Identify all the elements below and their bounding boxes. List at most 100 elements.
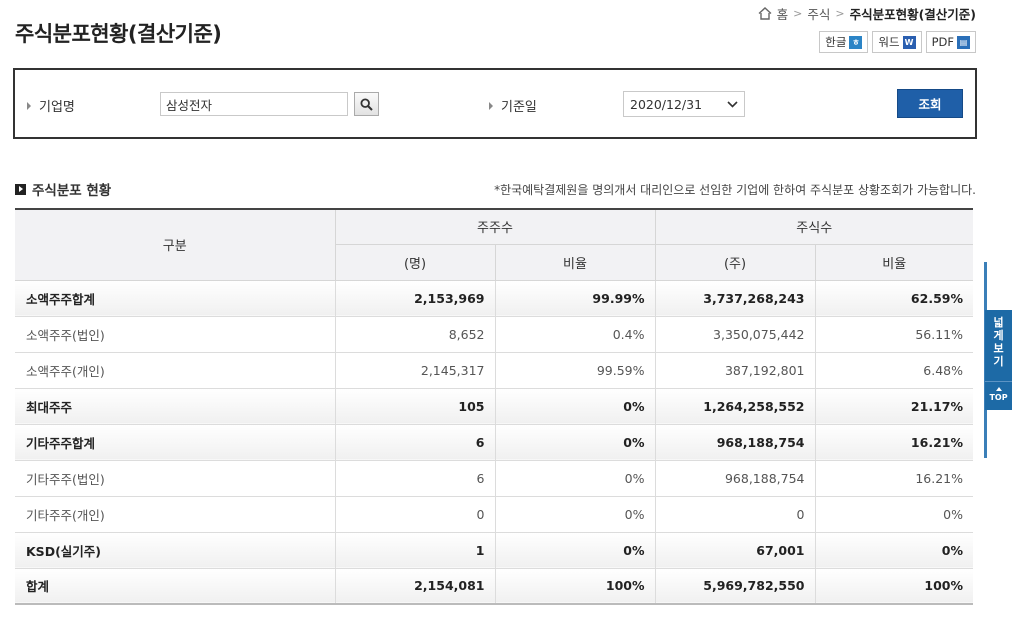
header-shares: 주식수	[654, 208, 973, 245]
breadcrumb-separator-icon: >	[835, 7, 845, 20]
section-title-text: 주식분포 현황	[32, 183, 112, 199]
export-hwp-button[interactable]: 한글 ㅎ	[819, 31, 869, 53]
table-subheader-row: (명) 비율 (주) 비율	[15, 244, 973, 281]
date-label: 기준일	[501, 100, 537, 115]
date-label-group: 기준일	[489, 96, 537, 115]
row-shares: 3,350,075,442	[655, 316, 816, 353]
table-row: 소액주주(개인) 2,145,317 99.59% 387,192,801 6.…	[15, 352, 973, 389]
row-shares-ratio: 6.48%	[815, 352, 973, 389]
row-label: 소액주주(개인)	[15, 352, 336, 389]
export-pdf-label: PDF	[931, 35, 954, 49]
export-pdf-button[interactable]: PDF ▤	[925, 31, 976, 53]
row-shares: 3,737,268,243	[655, 280, 816, 317]
row-holders: 2,153,969	[335, 280, 496, 317]
table-row: 기타주주(법인) 6 0% 968,188,754 16.21%	[15, 460, 973, 497]
row-shares: 0	[655, 496, 816, 533]
scroll-top-label: TOP	[989, 393, 1008, 402]
export-word-button[interactable]: 워드 W	[872, 31, 922, 53]
chevron-down-icon	[727, 100, 738, 108]
row-shares: 387,192,801	[655, 352, 816, 389]
page-title: 주식분포현황(결산기준)	[15, 22, 222, 46]
table-row: 소액주주(법인) 8,652 0.4% 3,350,075,442 56.11%	[15, 316, 973, 353]
header-shares-unit: (주)	[654, 244, 816, 281]
row-holders: 6	[335, 424, 496, 461]
date-select-value: 2020/12/31	[630, 96, 703, 112]
table-row: 소액주주합계 2,153,969 99.99% 3,737,268,243 62…	[15, 280, 973, 317]
row-label: 소액주주(법인)	[15, 316, 336, 353]
row-holders: 1	[335, 532, 496, 569]
row-holders-ratio: 0%	[495, 388, 656, 425]
breadcrumb: 홈 > 주식 > 주식분포현황(결산기준)	[758, 4, 976, 23]
notice-text: *한국예탁결제원을 명의개서 대리인으로 선임한 기업에 한하여 주식분포 상황…	[494, 183, 976, 197]
row-holders-ratio: 0%	[495, 496, 656, 533]
row-shares-ratio: 62.59%	[815, 280, 973, 317]
row-holders-ratio: 0%	[495, 460, 656, 497]
row-holders-ratio: 0%	[495, 532, 656, 569]
query-button[interactable]: 조회	[897, 89, 963, 118]
row-label: 기타주주합계	[15, 424, 336, 461]
company-search-button[interactable]	[354, 92, 379, 116]
row-shares: 5,969,782,550	[655, 568, 816, 605]
row-shares-ratio: 21.17%	[815, 388, 973, 425]
header-holders-unit: (명)	[335, 244, 496, 281]
row-shares-ratio: 56.11%	[815, 316, 973, 353]
export-toolbar: 한글 ㅎ 워드 W PDF ▤	[819, 31, 976, 53]
distribution-table: 구분 주주수 주식수 (명) 비율 (주) 비율 소액주주합계 2,153,96…	[15, 208, 973, 605]
hwp-file-icon: ㅎ	[849, 35, 863, 49]
export-hwp-label: 한글	[825, 35, 847, 49]
header-holders: 주주수	[334, 208, 656, 245]
company-label: 기업명	[39, 100, 75, 115]
table-row-total: 합계 2,154,081 100% 5,969,782,550 100%	[15, 568, 973, 605]
table-row: 기타주주(개인) 0 0% 0 0%	[15, 496, 973, 533]
home-icon[interactable]	[758, 7, 772, 20]
row-holders: 2,154,081	[335, 568, 496, 605]
row-holders-ratio: 99.99%	[495, 280, 656, 317]
bullet-icon	[489, 101, 493, 110]
row-shares-ratio: 0%	[815, 532, 973, 569]
breadcrumb-stock[interactable]: 주식	[807, 7, 831, 22]
row-holders-ratio: 100%	[495, 568, 656, 605]
row-holders-ratio: 99.59%	[495, 352, 656, 389]
row-shares-ratio: 0%	[815, 496, 973, 533]
row-label: 합계	[15, 568, 336, 605]
row-shares-ratio: 16.21%	[815, 460, 973, 497]
row-holders-ratio: 0.4%	[495, 316, 656, 353]
company-input[interactable]	[160, 92, 348, 116]
row-holders: 2,145,317	[335, 352, 496, 389]
breadcrumb-current: 주식분포현황(결산기준)	[849, 7, 976, 22]
row-holders: 8,652	[335, 316, 496, 353]
row-label: 기타주주(개인)	[15, 496, 336, 533]
scroll-top-button[interactable]: TOP	[985, 381, 1012, 409]
table-row: 최대주주 105 0% 1,264,258,552 21.17%	[15, 388, 973, 425]
row-shares: 968,188,754	[655, 424, 816, 461]
date-select[interactable]: 2020/12/31	[623, 91, 745, 117]
table-header-row: 구분 주주수 주식수	[15, 208, 973, 281]
search-panel: 기업명 기준일 2020/12/31 조회	[13, 68, 977, 139]
row-shares: 1,264,258,552	[655, 388, 816, 425]
row-label: KSD(실기주)	[15, 532, 336, 569]
header-category: 구분	[15, 208, 336, 281]
row-label: 최대주주	[15, 388, 336, 425]
header-shares-ratio: 비율	[814, 244, 973, 281]
header-holders-ratio: 비율	[494, 244, 656, 281]
section-bullet-icon	[15, 183, 26, 195]
breadcrumb-home[interactable]: 홈	[776, 7, 789, 22]
table-row: KSD(실기주) 1 0% 67,001 0%	[15, 532, 973, 569]
pdf-file-icon: ▤	[957, 35, 970, 49]
row-shares-ratio: 100%	[815, 568, 973, 605]
row-shares: 968,188,754	[655, 460, 816, 497]
row-holders: 6	[335, 460, 496, 497]
row-label: 소액주주합계	[15, 280, 336, 317]
company-label-group: 기업명	[27, 96, 75, 115]
bullet-icon	[27, 101, 31, 110]
search-icon	[360, 97, 373, 111]
row-label: 기타주주(법인)	[15, 460, 336, 497]
breadcrumb-separator-icon: >	[793, 7, 803, 20]
section-title: 주식분포 현황	[15, 179, 111, 199]
row-holders: 0	[335, 496, 496, 533]
export-word-label: 워드	[878, 35, 900, 49]
row-shares: 67,001	[655, 532, 816, 569]
row-holders: 105	[335, 388, 496, 425]
table-row: 기타주주합계 6 0% 968,188,754 16.21%	[15, 424, 973, 461]
